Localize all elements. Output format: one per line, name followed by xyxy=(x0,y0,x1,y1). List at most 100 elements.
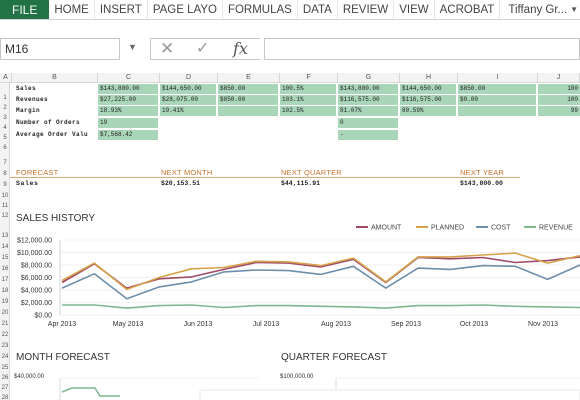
summary-row-label[interactable]: Average Order Valu xyxy=(16,131,89,138)
name-box[interactable]: M16 xyxy=(0,38,120,60)
insert-function-icon[interactable]: fx xyxy=(233,39,248,58)
row-number[interactable]: 26 xyxy=(1,375,9,381)
summary-cell[interactable] xyxy=(400,118,456,128)
row-number[interactable]: 2 xyxy=(3,105,7,111)
summary-cell[interactable]: 80.59% xyxy=(400,106,456,116)
row-number[interactable]: 15 xyxy=(1,255,9,261)
summary-cell[interactable] xyxy=(280,118,336,128)
worksheet[interactable]: A B C D E F G H I J 1 2 3 4 5 6 7 8 9 10 11 12 13 14 1… xyxy=(0,73,580,400)
summary-cell[interactable] xyxy=(458,118,536,128)
row-number[interactable]: 23 xyxy=(1,343,9,349)
summary-cell[interactable] xyxy=(538,130,580,140)
sales-history-chart[interactable]: $12,000.00 $10,000.00 $8,000.00 $6,000.00 $4… xyxy=(0,220,580,332)
row-number[interactable]: 28 xyxy=(1,395,9,400)
row-number[interactable]: 24 xyxy=(1,354,9,360)
column-header-f[interactable]: F xyxy=(280,73,338,83)
row-number[interactable]: 7 xyxy=(3,160,7,166)
formula-input[interactable] xyxy=(264,38,580,60)
column-header-e[interactable]: E xyxy=(218,73,280,83)
tab-page-layout[interactable]: PAGE LAYO xyxy=(148,0,223,19)
summary-row-label[interactable]: Margin xyxy=(16,107,41,114)
tab-data[interactable]: DATA xyxy=(298,0,338,19)
summary-cell[interactable]: 99 xyxy=(538,106,580,116)
summary-cell[interactable]: 103.1% xyxy=(280,95,336,105)
summary-cell[interactable]: $144,650.00 xyxy=(400,84,456,94)
row-number[interactable]: 8 xyxy=(3,171,7,177)
tab-formulas[interactable]: FORMULAS xyxy=(223,0,298,19)
row-number[interactable]: 17 xyxy=(1,277,9,283)
summary-cell[interactable]: 100 xyxy=(538,84,580,94)
summary-cell[interactable]: $143,800.00 xyxy=(98,84,158,94)
tab-file[interactable]: FILE xyxy=(0,0,50,19)
column-header-b[interactable]: B xyxy=(12,73,98,83)
row-number[interactable]: 5 xyxy=(3,135,7,141)
row-number[interactable]: 14 xyxy=(1,244,9,250)
next-quarter-value[interactable]: $44,115.91 xyxy=(281,180,321,187)
tab-home[interactable]: HOME xyxy=(49,0,95,19)
summary-cell[interactable]: $850.00 xyxy=(458,84,536,94)
summary-cell[interactable]: $850.00 xyxy=(218,84,278,94)
summary-cell[interactable]: $27,225.00 xyxy=(98,95,158,105)
row-number[interactable]: 6 xyxy=(3,145,7,151)
row-number[interactable]: 9 xyxy=(3,182,7,188)
column-header-d[interactable]: D xyxy=(160,73,218,83)
row-number[interactable]: 16 xyxy=(1,266,9,272)
row-number[interactable]: 10 xyxy=(1,193,9,199)
summary-cell[interactable]: $144,650.00 xyxy=(160,84,216,94)
summary-cell[interactable] xyxy=(218,130,278,140)
row-number[interactable]: 21 xyxy=(1,321,9,327)
summary-cell[interactable]: 100 xyxy=(538,95,580,105)
summary-cell[interactable]: $116,575.00 xyxy=(338,95,398,105)
summary-cell[interactable]: 81.07% xyxy=(338,106,398,116)
row-number[interactable]: 4 xyxy=(3,125,7,131)
summary-cell[interactable]: $850.00 xyxy=(218,95,278,105)
summary-cell[interactable]: $143,800.00 xyxy=(338,84,398,94)
next-month-value[interactable]: $20,153.51 xyxy=(161,180,201,187)
summary-cell[interactable]: 100.5% xyxy=(280,84,336,94)
summary-cell[interactable]: $7,568.42 xyxy=(98,130,158,140)
summary-cell[interactable]: $116,575.00 xyxy=(400,95,456,105)
summary-row-label[interactable]: Sales xyxy=(16,85,37,92)
cancel-icon[interactable]: ✕ xyxy=(160,39,175,58)
summary-cell[interactable]: 18.93% xyxy=(98,106,158,116)
user-account[interactable]: Tiffany Gr... ▼ xyxy=(500,0,580,19)
column-header-h[interactable]: H xyxy=(400,73,458,83)
row-number[interactable]: 20 xyxy=(1,310,9,316)
next-year-value[interactable]: $143,800.00 xyxy=(460,180,503,187)
summary-row-label[interactable]: Number of Orders xyxy=(16,119,81,126)
summary-cell[interactable] xyxy=(218,106,278,116)
summary-cell[interactable] xyxy=(538,118,580,128)
summary-cell[interactable] xyxy=(160,118,216,128)
row-number[interactable]: 27 xyxy=(1,385,9,391)
summary-cell[interactable]: - xyxy=(338,130,398,140)
column-header-j[interactable]: J xyxy=(538,73,580,83)
summary-cell[interactable]: 102.5% xyxy=(280,106,336,116)
tab-view[interactable]: VIEW xyxy=(394,0,435,19)
row-number[interactable]: 1 xyxy=(3,95,7,101)
summary-cell[interactable]: 19 xyxy=(98,118,158,128)
column-header-i[interactable]: I xyxy=(458,73,538,83)
summary-cell[interactable] xyxy=(160,130,216,140)
summary-cell[interactable]: 19.41% xyxy=(160,106,216,116)
enter-icon[interactable]: ✓ xyxy=(196,40,210,57)
tab-review[interactable]: REVIEW xyxy=(338,0,395,19)
column-header-g[interactable]: G xyxy=(338,73,400,83)
column-header-a[interactable]: A xyxy=(0,73,12,83)
row-number[interactable]: 13 xyxy=(1,233,9,239)
name-box-dropdown-icon[interactable]: ▼ xyxy=(128,42,137,52)
summary-row-label[interactable]: Revenues xyxy=(16,96,49,103)
row-number[interactable]: 22 xyxy=(1,332,9,338)
row-number[interactable]: 19 xyxy=(1,299,9,305)
summary-cell[interactable] xyxy=(280,130,336,140)
summary-cell[interactable] xyxy=(218,118,278,128)
column-header-c[interactable]: C xyxy=(98,73,160,83)
tab-acrobat[interactable]: ACROBAT xyxy=(435,0,501,19)
row-number[interactable]: 25 xyxy=(1,365,9,371)
summary-cell[interactable]: $28,075.00 xyxy=(160,95,216,105)
row-number[interactable]: 18 xyxy=(1,288,9,294)
row-number[interactable]: 12 xyxy=(1,213,9,219)
forecast-row-label[interactable]: Sales xyxy=(16,180,39,187)
row-number[interactable]: 11 xyxy=(1,203,9,209)
summary-cell[interactable] xyxy=(458,130,536,140)
row-number[interactable]: 3 xyxy=(3,115,7,121)
